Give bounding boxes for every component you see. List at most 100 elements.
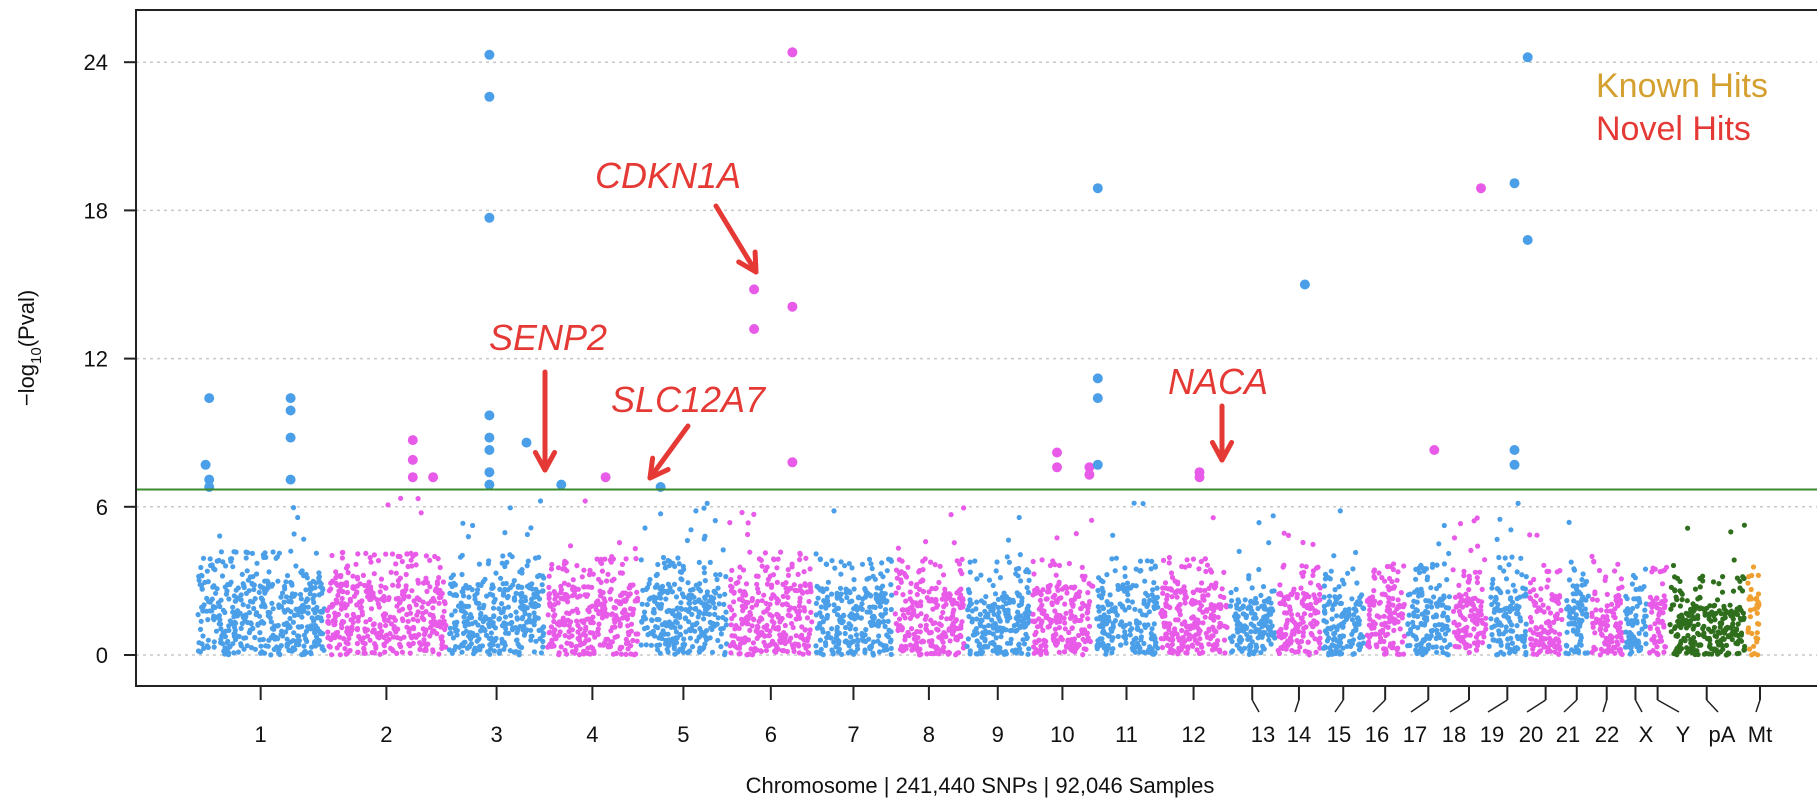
snp-point [1701, 651, 1707, 657]
snp-point [1129, 599, 1135, 605]
snp-point [1433, 612, 1439, 618]
snp-point [281, 599, 287, 605]
snp-point [1005, 612, 1011, 618]
snp-point [896, 625, 902, 631]
snp-point [1270, 513, 1276, 519]
snp-point [459, 571, 465, 578]
snp-point [687, 605, 693, 611]
snp-point [368, 596, 374, 602]
snp-point [1436, 582, 1442, 589]
snp-point [1734, 626, 1740, 632]
snp-point [940, 572, 947, 578]
snp-point [276, 602, 282, 608]
snp-point [712, 590, 719, 596]
snp-point [1698, 605, 1704, 611]
snp-point [749, 604, 755, 611]
snp-point [1659, 581, 1666, 587]
snp-point [1434, 562, 1440, 568]
snp-point [377, 624, 383, 630]
snp-point [1019, 650, 1025, 656]
snp-point [667, 584, 673, 591]
snp-point [1494, 652, 1500, 658]
snp-point [715, 637, 721, 644]
snp-point [541, 575, 547, 581]
snp-point [1410, 632, 1416, 639]
snp-point [1390, 640, 1396, 646]
snp-point [883, 643, 889, 649]
snp-point [1104, 644, 1110, 650]
snp-point [1237, 634, 1243, 640]
snp-point [1258, 650, 1264, 656]
snp-point [448, 630, 454, 636]
snp-point [253, 611, 259, 618]
snp-point [223, 563, 229, 569]
snp-point [446, 647, 453, 653]
snp-point [318, 615, 324, 621]
snp-point [325, 629, 331, 635]
snp-point [1017, 613, 1024, 619]
snp-point [627, 582, 634, 588]
snp-point [661, 560, 668, 566]
snp-point [638, 557, 644, 563]
snp-point [1395, 597, 1401, 603]
snp-point [503, 580, 509, 587]
snp-point [1522, 628, 1528, 635]
snp-point [212, 604, 218, 611]
snp-point [1733, 640, 1739, 646]
snp-point [304, 638, 310, 645]
snp-point [1450, 608, 1457, 615]
snp-point [1730, 588, 1737, 594]
snp-point [1149, 626, 1155, 632]
snp-point [1326, 593, 1333, 599]
snp-point [1528, 619, 1535, 625]
snp-point [1464, 624, 1470, 631]
snp-point [1585, 650, 1591, 656]
snp-point [402, 593, 408, 599]
snp-point [817, 650, 823, 656]
snp-point [838, 571, 844, 577]
snp-point [1312, 610, 1318, 616]
snp-point [609, 612, 615, 618]
snp-point [1647, 624, 1653, 630]
snp-point [1280, 564, 1286, 570]
snp-point [973, 606, 979, 612]
snp-point [1190, 590, 1197, 596]
snp-point [381, 643, 387, 649]
snp-point [1496, 628, 1502, 634]
snp-point [1066, 629, 1072, 636]
snp-point [1137, 608, 1143, 614]
snp-point [491, 613, 497, 619]
snp-point [761, 624, 767, 630]
snp-point [745, 531, 751, 538]
snp-point [1632, 637, 1638, 643]
snp-point [1453, 604, 1459, 610]
snp-point [1044, 596, 1050, 602]
snp-point [196, 640, 202, 646]
snp-point [208, 562, 214, 569]
snp-point [758, 615, 764, 621]
snp-point [732, 643, 738, 649]
snp-point [957, 632, 963, 639]
snp-point [231, 650, 237, 656]
snp-point [1007, 640, 1014, 646]
snp-point [301, 649, 307, 655]
snp-point [1533, 593, 1539, 599]
snp-point [1299, 563, 1305, 569]
snp-point [1463, 591, 1469, 597]
snp-point [888, 558, 895, 564]
snp-point [1315, 598, 1321, 604]
snp-point [297, 591, 304, 598]
snp-point [286, 598, 292, 605]
snp-point [959, 619, 965, 625]
snp-point [1679, 597, 1685, 603]
snp-point [248, 621, 254, 627]
snp-point [1589, 649, 1595, 656]
snp-point [1131, 637, 1137, 643]
snp-point [1461, 568, 1467, 575]
snp-point [238, 597, 244, 603]
snp-point [695, 614, 701, 620]
snp-point [393, 596, 399, 602]
snp-point [1633, 613, 1639, 619]
snp-point [1303, 564, 1309, 570]
snp-point [879, 560, 885, 566]
